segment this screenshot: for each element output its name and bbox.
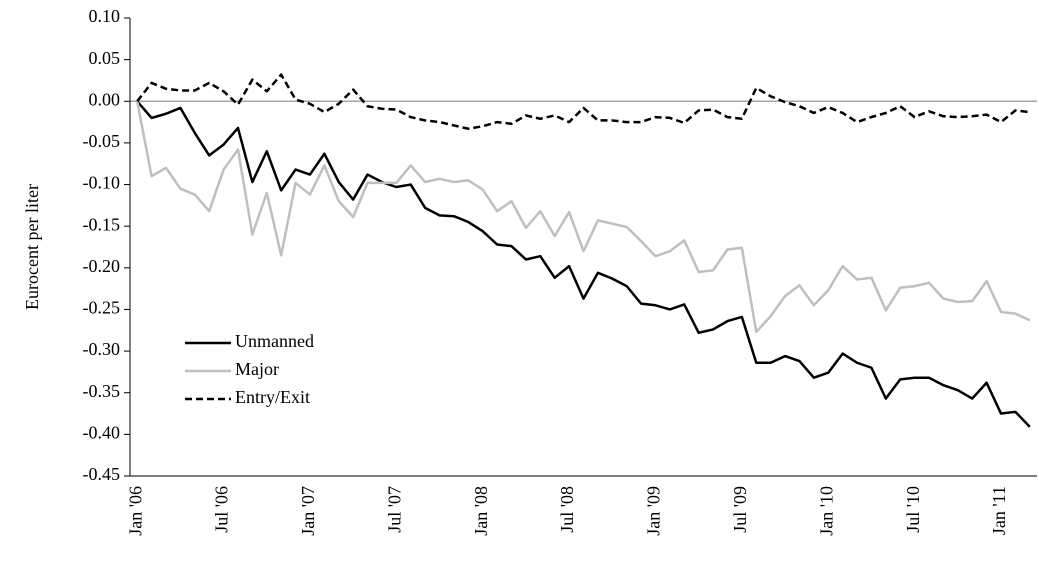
x-tick-label: Jan '06 [125,486,145,536]
y-axis-label: Eurocent per liter [22,184,42,310]
y-tick-label: -0.10 [83,173,121,193]
y-tick-label: -0.30 [83,339,121,359]
y-tick-label: -0.45 [83,464,121,484]
x-tick-label: Jan '08 [471,486,491,536]
legend-label: Unmanned [235,331,314,351]
series-line [136,100,1031,428]
legend-label: Entry/Exit [235,387,310,407]
x-tick-label: Jul '09 [730,486,750,533]
x-tick-label: Jan '07 [298,486,318,536]
series-line [135,101,1031,334]
y-tick-label: -0.35 [83,381,121,401]
x-tick-label: Jul '10 [903,486,923,533]
y-tick-label: -0.05 [83,131,121,151]
x-tick-label: Jul '06 [212,486,232,533]
legend-label: Major [235,359,279,379]
y-tick-label: 0.05 [89,48,121,68]
series-line [136,73,1030,130]
x-tick-label: Jul '07 [384,486,404,533]
x-tick-label: Jan '11 [989,486,1009,535]
y-tick-label: 0.10 [89,6,121,26]
x-tick-label: Jul '08 [557,486,577,533]
y-tick-label: -0.15 [83,214,121,234]
y-tick-label: -0.25 [83,298,121,318]
y-tick-label: -0.20 [83,256,121,276]
y-tick-label: 0.00 [89,89,121,109]
y-tick-label: -0.40 [83,422,121,442]
x-tick-label: Jan '10 [816,486,836,536]
x-tick-label: Jan '09 [644,486,664,536]
